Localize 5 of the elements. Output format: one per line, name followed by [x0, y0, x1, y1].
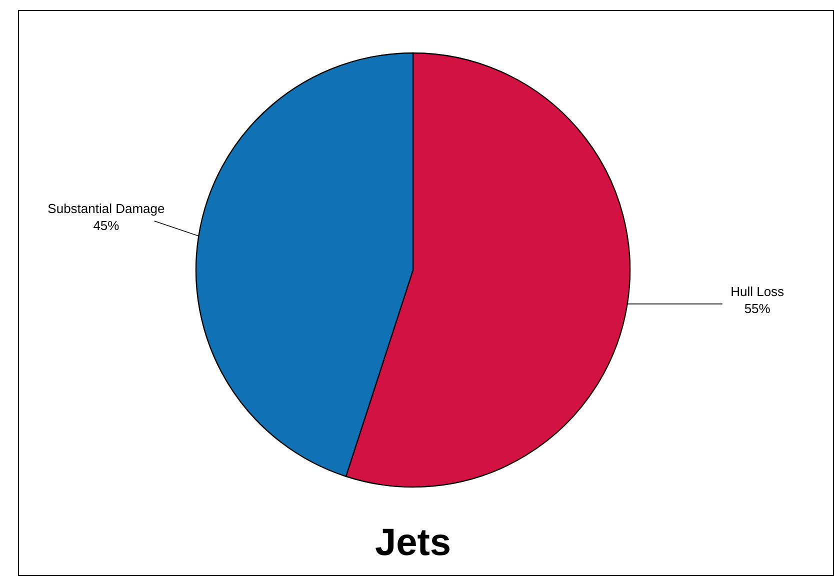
- slice-label: Hull Loss: [730, 284, 785, 299]
- data-label: 55%: [744, 300, 771, 316]
- slice-label: Substantial Damage: [48, 201, 165, 216]
- data-label: 45%: [93, 218, 120, 234]
- text: Jets: [374, 522, 452, 564]
